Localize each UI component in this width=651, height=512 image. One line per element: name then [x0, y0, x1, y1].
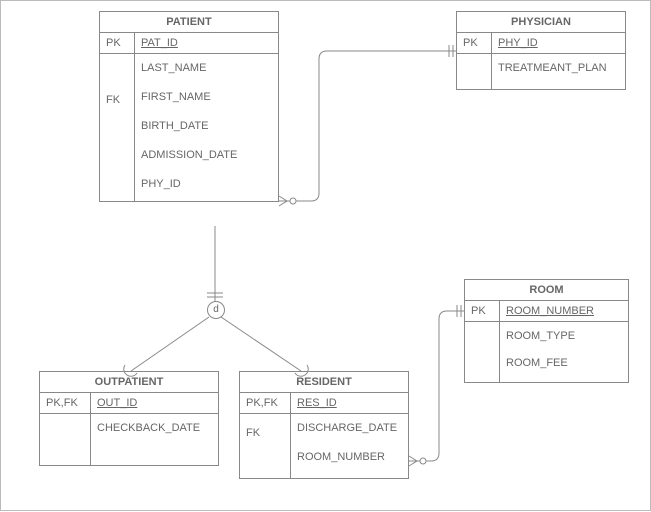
attr-cell: PHY_ID: [135, 166, 278, 201]
attr-cell: PAT_ID: [135, 33, 278, 54]
entity-physician: PHYSICIAN PK PHY_ID TREATMEANT_PLAN: [456, 11, 626, 90]
key-cell: [100, 72, 134, 81]
key-cell: [465, 322, 499, 331]
key-cell: FK: [240, 423, 290, 444]
attr-cell: OUT_ID: [91, 393, 218, 414]
key-cell: PK,FK: [240, 393, 290, 414]
attr-cell: ROOM_TYPE: [500, 322, 628, 347]
key-cell: [240, 414, 290, 423]
entity-title: ROOM: [465, 280, 628, 301]
key-cell: [100, 63, 134, 72]
key-cell: PK: [465, 301, 499, 322]
entity-outpatient: OUTPATIENT PK,FK OUT_ID CHECKBACK_DATE: [39, 371, 219, 466]
key-cell: [100, 54, 134, 63]
key-cell: PK,FK: [40, 393, 90, 414]
attr-cell: FIRST_NAME: [135, 79, 278, 108]
key-cell: FK: [100, 90, 134, 111]
attr-cell: CHECKBACK_DATE: [91, 414, 218, 465]
attr-cell: ROOM_NUMBER: [291, 439, 408, 478]
attr-cell: ROOM_FEE: [500, 347, 628, 382]
key-cell: PK: [100, 33, 134, 54]
entity-room: ROOM PK ROOM_NUMBER ROOM_TYPE ROOM_FEE: [464, 279, 629, 383]
key-cell: [40, 414, 90, 423]
attr-cell: DISCHARGE_DATE: [291, 414, 408, 439]
entity-title: OUTPATIENT: [40, 372, 218, 393]
entity-patient: PATIENT PK FK PAT_ID LAST_NAME FIRST_NAM…: [99, 11, 279, 202]
attr-cell: PHY_ID: [492, 33, 625, 54]
key-cell: [465, 331, 499, 340]
key-cell: [100, 81, 134, 90]
attr-cell: ADMISSION_DATE: [135, 137, 278, 166]
key-cell: [457, 54, 491, 63]
attr-cell: ROOM_NUMBER: [500, 301, 628, 322]
key-cell: PK: [457, 33, 491, 54]
entity-title: PHYSICIAN: [457, 12, 625, 33]
entity-title: RESIDENT: [240, 372, 408, 393]
attr-cell: BIRTH_DATE: [135, 108, 278, 137]
attr-cell: TREATMEANT_PLAN: [492, 54, 625, 89]
er-diagram-canvas: PATIENT PK FK PAT_ID LAST_NAME FIRST_NAM…: [0, 0, 651, 511]
entity-title: PATIENT: [100, 12, 278, 33]
entity-resident: RESIDENT PK,FK FK RES_ID DISCHARGE_DATE …: [239, 371, 409, 479]
attr-cell: RES_ID: [291, 393, 408, 414]
inheritance-symbol: d: [207, 301, 225, 319]
attr-cell: LAST_NAME: [135, 54, 278, 79]
